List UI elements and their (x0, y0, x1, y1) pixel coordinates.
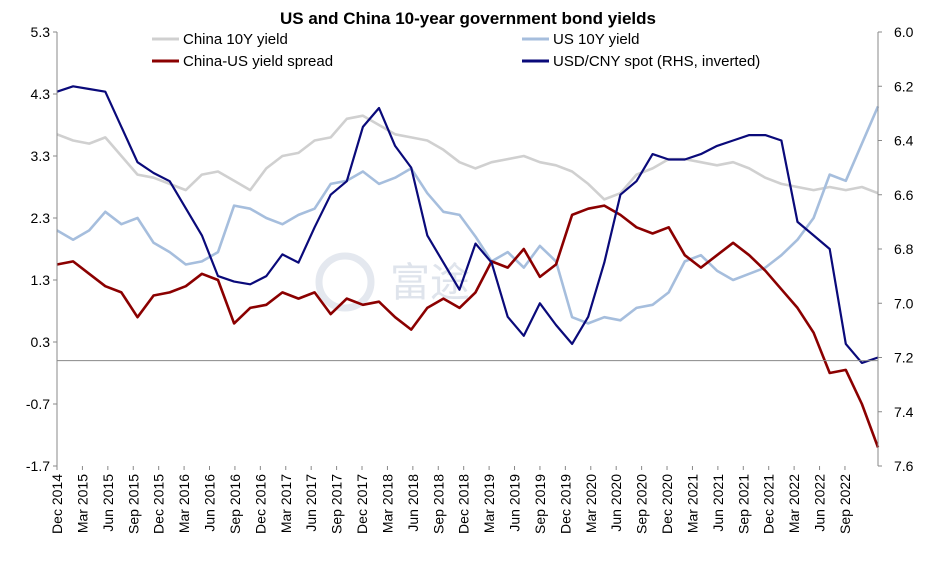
right-tick-label: 6.6 (894, 187, 914, 203)
x-tick-label: Sep 2020 (634, 474, 650, 534)
series-line-2 (56, 204, 880, 448)
series-line-1 (56, 105, 880, 325)
right-tick-label: 7.2 (894, 350, 914, 366)
x-tick-label: Sep 2021 (735, 474, 751, 534)
x-tick-label: Mar 2017 (278, 474, 294, 533)
x-tick-label: Mar 2015 (74, 474, 90, 533)
x-tick-label: Mar 2021 (684, 474, 700, 533)
x-tick-label: Jun 2022 (812, 474, 828, 532)
x-tick-label: Mar 2019 (481, 474, 497, 533)
right-tick-label: 6.2 (894, 78, 914, 94)
x-tick-label: Jun 2015 (100, 474, 116, 532)
x-tick-label: Mar 2016 (176, 474, 192, 533)
left-tick-label: -1.7 (26, 458, 50, 474)
series-line-0 (56, 114, 879, 201)
x-tick-label: Sep 2017 (329, 474, 345, 534)
left-tick-label: 4.3 (31, 86, 51, 102)
left-tick-label: -0.7 (26, 396, 50, 412)
left-tick-label: 2.3 (31, 210, 51, 226)
x-tick-label: Jun 2016 (202, 474, 218, 532)
x-tick-label: Dec 2015 (151, 474, 167, 534)
x-tick-label: Dec 2020 (659, 474, 675, 534)
x-tick-label: Mar 2022 (786, 474, 802, 533)
x-tick-label: Jun 2017 (303, 474, 319, 532)
x-tick-label: Mar 2018 (379, 474, 395, 533)
x-tick-label: Mar 2020 (583, 474, 599, 533)
x-tick-label: Dec 2021 (761, 474, 777, 534)
right-tick-label: 6.4 (894, 133, 914, 149)
right-tick-label: 6.8 (894, 241, 914, 257)
x-tick-label: Sep 2019 (532, 474, 548, 534)
left-tick-label: 0.3 (31, 334, 51, 350)
x-tick-label: Dec 2017 (354, 474, 370, 534)
right-tick-label: 6.0 (894, 24, 914, 40)
legend-label: China 10Y yield (183, 31, 288, 48)
left-tick-label: 5.3 (31, 24, 51, 40)
x-tick-label: Dec 2019 (557, 474, 573, 534)
legend-label: USD/CNY spot (RHS, inverted) (553, 53, 760, 70)
x-tick-label: Sep 2018 (430, 474, 446, 534)
x-tick-label: Jun 2018 (405, 474, 421, 532)
left-tick-label: 3.3 (31, 148, 51, 164)
x-tick-label: Sep 2015 (125, 474, 141, 534)
x-tick-label: Sep 2016 (227, 474, 243, 534)
x-tick-label: Dec 2014 (49, 474, 65, 534)
left-tick-label: 1.3 (31, 272, 51, 288)
legend-label: China-US yield spread (183, 53, 333, 70)
chart-title: US and China 10-year government bond yie… (280, 9, 656, 28)
x-tick-label: Jun 2019 (507, 474, 523, 532)
x-tick-label: Dec 2018 (456, 474, 472, 534)
right-tick-label: 7.6 (894, 458, 914, 474)
x-tick-label: Dec 2016 (252, 474, 268, 534)
legend-label: US 10Y yield (553, 31, 639, 48)
x-tick-label: Jun 2021 (710, 474, 726, 532)
x-tick-label: Jun 2020 (608, 474, 624, 532)
series-line-3 (56, 85, 879, 364)
watermark: 富途 (390, 260, 470, 306)
right-tick-label: 7.0 (894, 295, 914, 311)
watermark-logo (315, 252, 375, 312)
x-tick-label: Sep 2022 (837, 474, 853, 534)
right-tick-label: 7.4 (894, 404, 914, 420)
